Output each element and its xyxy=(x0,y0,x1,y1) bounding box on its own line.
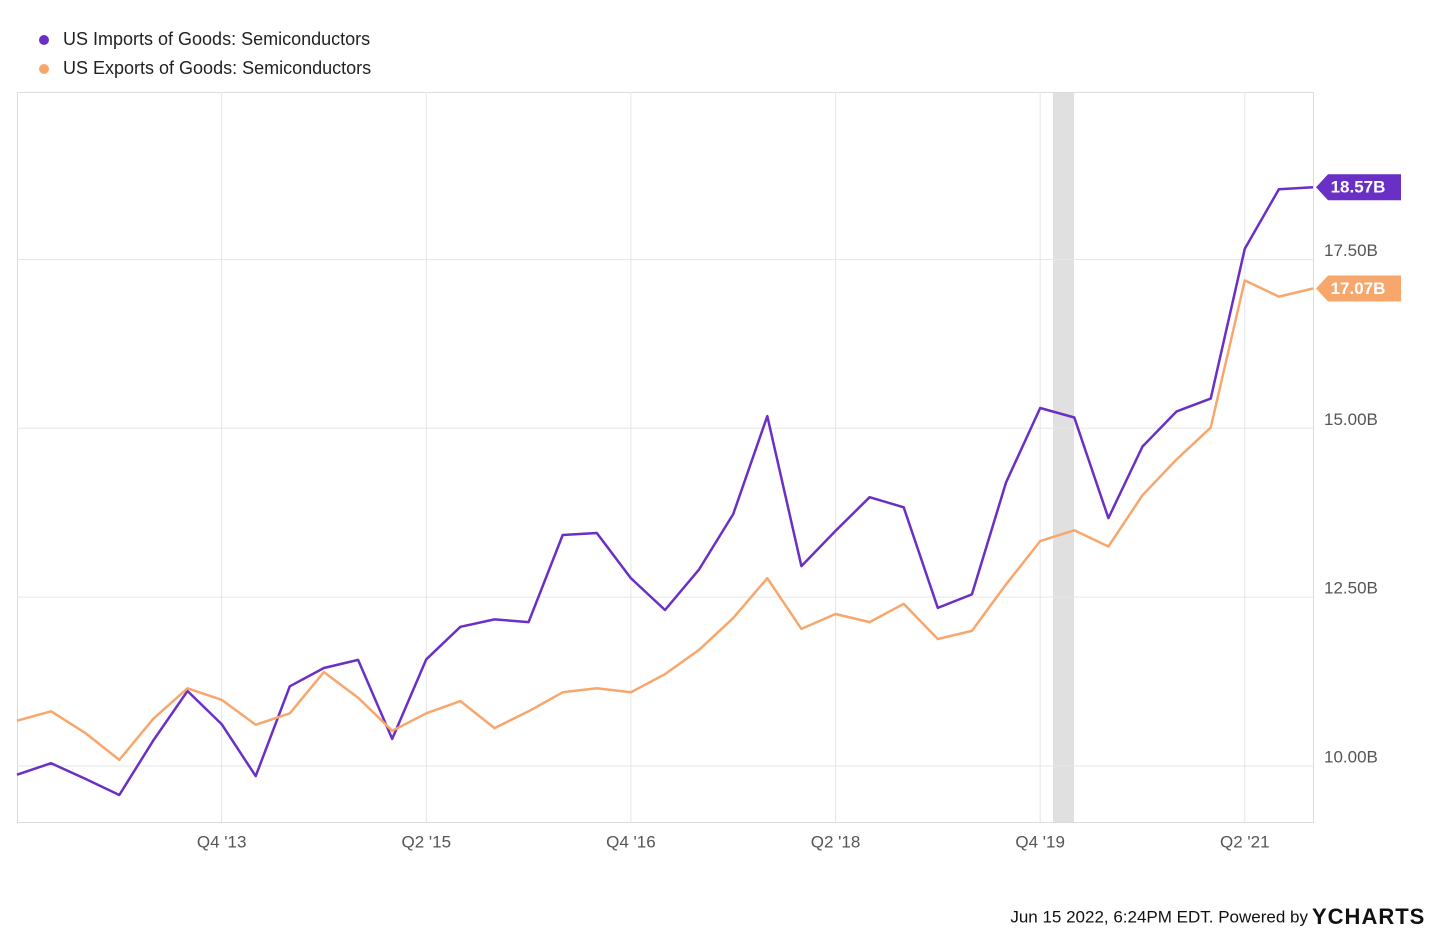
recession-band xyxy=(1053,92,1074,822)
legend-marker xyxy=(39,35,49,45)
end-label: 17.07B xyxy=(1331,279,1386,298)
plot-frame xyxy=(17,92,1314,823)
legend-label: US Imports of Goods: Semiconductors xyxy=(63,29,370,49)
end-badge xyxy=(1316,275,1401,302)
y-tick-label: 15.00B xyxy=(1324,410,1378,429)
footer-brand: YCHARTS xyxy=(1312,904,1425,929)
x-tick-label: Q2 '18 xyxy=(811,832,861,851)
series-line xyxy=(16,279,1314,762)
y-tick-label: 10.00B xyxy=(1324,747,1378,766)
legend-marker xyxy=(39,64,49,74)
y-tick-label: 17.50B xyxy=(1324,241,1378,260)
legend-label: US Exports of Goods: Semiconductors xyxy=(63,58,371,78)
footer-text: Jun 15 2022, 6:24PM EDT. Powered by xyxy=(1010,907,1308,926)
x-tick-label: Q2 '15 xyxy=(401,832,451,851)
x-tick-label: Q4 '19 xyxy=(1015,832,1065,851)
series-line xyxy=(16,185,1314,797)
x-tick-label: Q2 '21 xyxy=(1220,832,1270,851)
x-tick-label: Q4 '16 xyxy=(606,832,656,851)
end-label: 18.57B xyxy=(1331,178,1386,197)
y-tick-label: 12.50B xyxy=(1324,579,1378,598)
end-badge xyxy=(1316,174,1401,201)
x-tick-label: Q4 '13 xyxy=(197,832,247,851)
